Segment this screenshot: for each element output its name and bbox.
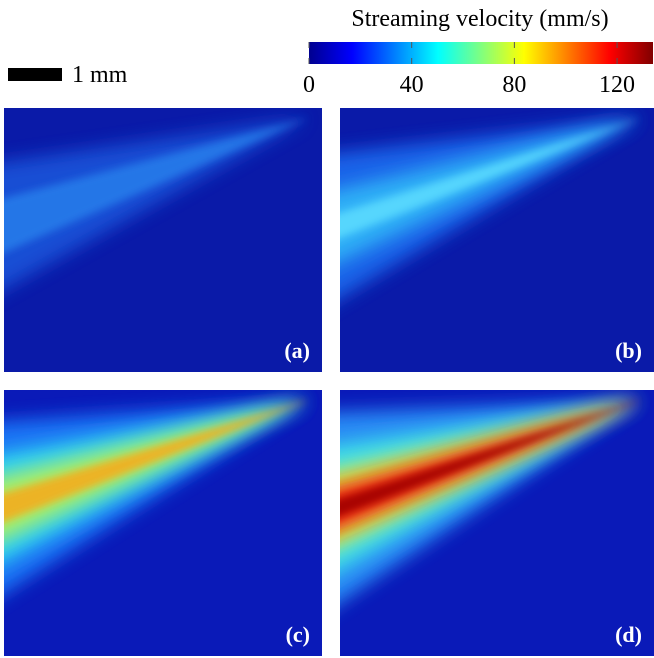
panel <box>340 390 654 656</box>
panel-label: (d) <box>615 622 642 647</box>
panel-label: (c) <box>286 622 310 647</box>
beam <box>340 400 640 517</box>
panel <box>4 108 322 372</box>
panel-label: (b) <box>615 338 642 363</box>
beam <box>340 118 640 298</box>
colorbar-tick-label: 40 <box>400 72 424 98</box>
colorbar-tick-label: 120 <box>599 72 635 98</box>
beam <box>4 400 308 540</box>
beam <box>4 118 308 290</box>
beam <box>340 118 640 262</box>
panel-label: (a) <box>284 338 310 363</box>
colorbar <box>309 42 653 64</box>
beam <box>4 400 308 523</box>
scale-bar-label: 1 mm <box>72 62 128 88</box>
beam <box>340 400 640 571</box>
colorbar-tick-label: 0 <box>303 72 315 98</box>
panel <box>4 390 322 656</box>
beam <box>4 118 308 253</box>
beam <box>340 118 640 239</box>
panels: (a) (b) (c) (d) <box>4 108 654 656</box>
beam <box>340 400 640 530</box>
beam <box>340 400 640 546</box>
panel <box>340 108 654 372</box>
colorbar-tick-label: 80 <box>502 72 526 98</box>
beam <box>4 400 308 562</box>
colorbar-title: Streaming velocity (mm/s) <box>351 6 608 32</box>
scale-bar <box>8 68 62 81</box>
